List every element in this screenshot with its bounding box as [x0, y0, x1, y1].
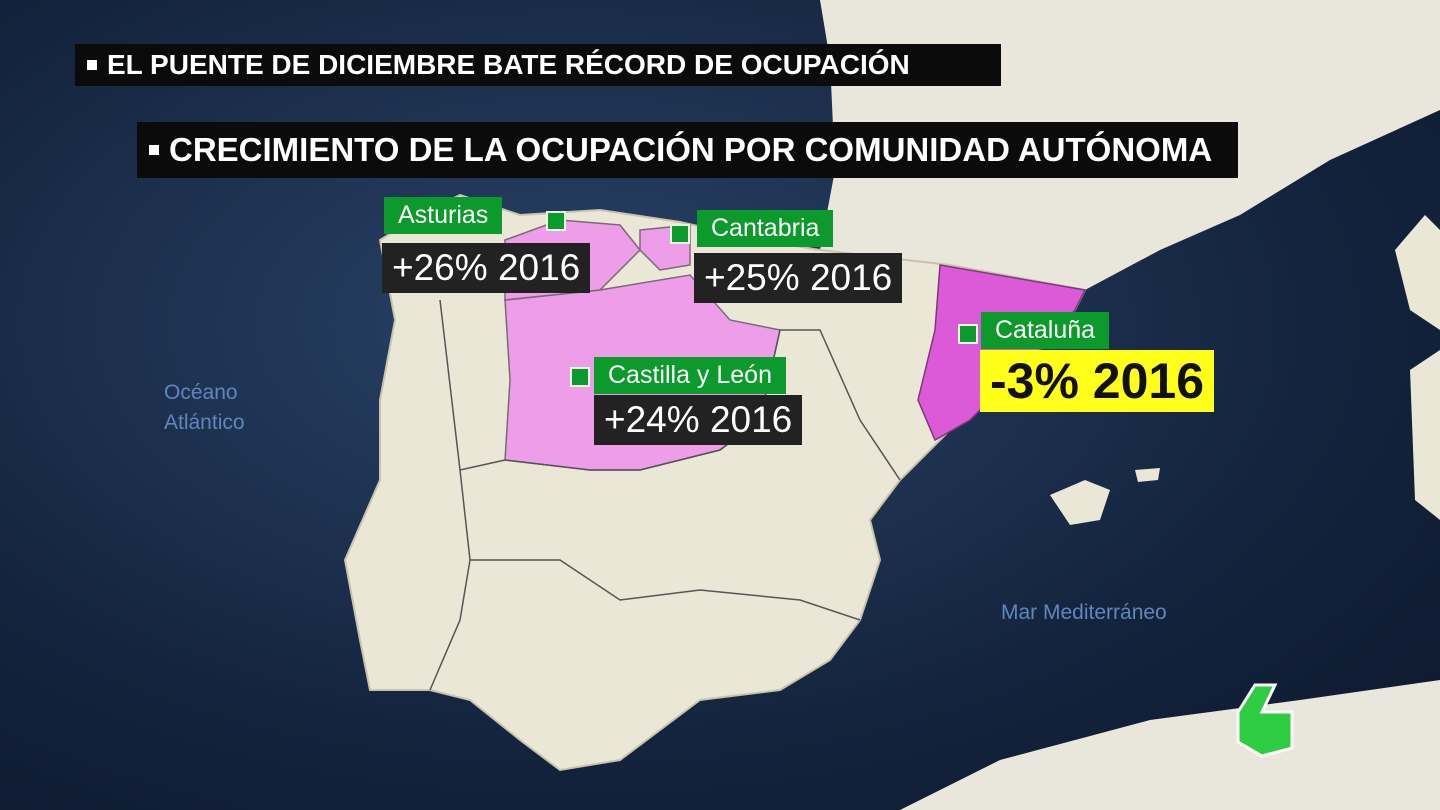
mallorca: [1050, 480, 1110, 525]
atlantic-label: Océano Atlántico: [164, 378, 245, 438]
region-name: Castilla y León: [594, 357, 786, 394]
menorca: [1135, 468, 1160, 482]
region-marker: [570, 367, 590, 387]
region-borders: [470, 559, 861, 621]
subtitle-text: CRECIMIENTO DE LA OCUPACIÓN POR COMUNIDA…: [169, 131, 1213, 168]
headline-text: EL PUENTE DE DICIEMBRE BATE RÉCORD DE OC…: [107, 49, 910, 80]
africa: [900, 680, 1440, 810]
sea-label-line: Océano: [164, 381, 238, 404]
region-name: Cantabria: [697, 210, 834, 247]
subtitle: CRECIMIENTO DE LA OCUPACIÓN POR COMUNIDA…: [137, 122, 1238, 178]
region-marker: [958, 324, 978, 344]
corsica: [1395, 215, 1440, 330]
channel-logo: [1236, 683, 1294, 758]
headline: EL PUENTE DE DICIEMBRE BATE RÉCORD DE OC…: [75, 44, 1001, 86]
sardinia: [1410, 350, 1440, 520]
region-name: Cataluña: [981, 312, 1110, 349]
region-value: -3% 2016: [980, 350, 1215, 412]
region-marker: [670, 224, 690, 244]
sea-label-line: Atlántico: [164, 411, 245, 434]
region-name: Asturias: [384, 197, 503, 234]
region-value: +26% 2016: [382, 243, 591, 293]
region-value: +24% 2016: [594, 395, 803, 445]
region-marker: [546, 211, 566, 231]
region-borders: [429, 299, 471, 691]
region-value: +25% 2016: [694, 253, 903, 303]
mediterranean-label: Mar Mediterráneo: [1001, 601, 1167, 624]
